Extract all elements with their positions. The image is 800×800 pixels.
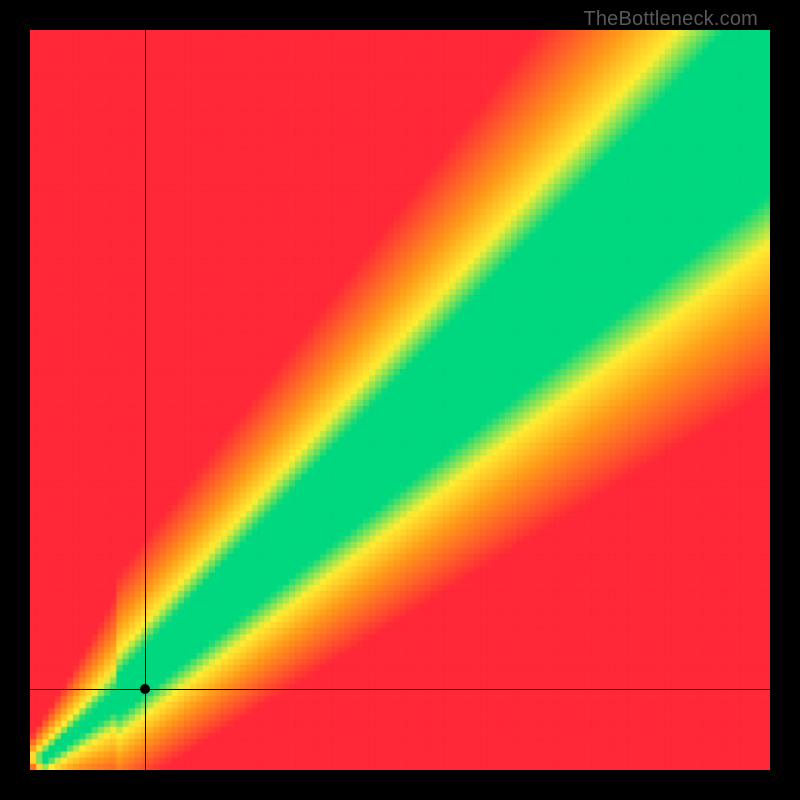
bottleneck-heatmap <box>30 30 770 770</box>
crosshair-vertical <box>145 30 146 770</box>
watermark-label: TheBottleneck.com <box>583 8 758 31</box>
chart-container: TheBottleneck.com <box>0 0 800 800</box>
data-marker <box>140 684 150 694</box>
